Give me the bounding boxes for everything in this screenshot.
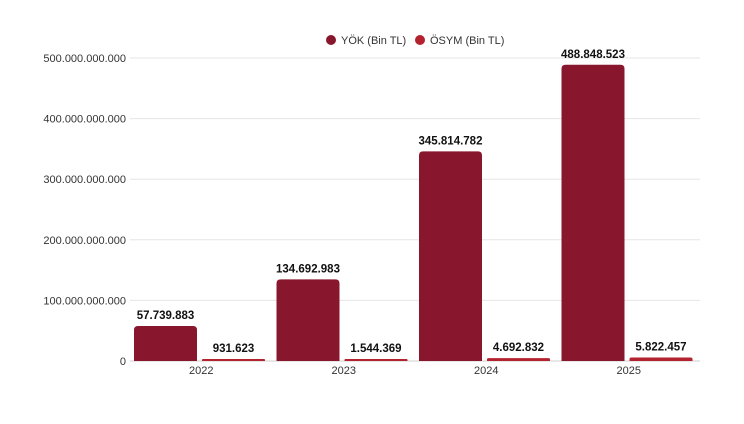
data-label-osym-2023: 1.544.369 [350,343,401,355]
y-tick-label: 300.000.000.000 [43,174,126,186]
data-labels: 57.739.883 931.623 134.692.983 1.544.369 345… [137,49,687,355]
legend-swatch-yok [326,35,336,45]
bar-yok-2024 [419,151,482,361]
data-label-yok-2024: 345.814.782 [419,135,483,147]
legend: YÖK (Bin TL) ÖSYM (Bin TL) [326,35,504,47]
legend-swatch-osym [415,35,425,45]
data-label-osym-2022: 931.623 [213,343,255,355]
x-tick-label: 2023 [332,365,356,377]
bar-osym-2023 [344,359,408,361]
x-axis-ticks: 2022 2023 2024 2025 [189,365,641,377]
data-label-osym-2025: 5.822.457 [635,341,686,353]
data-label-osym-2024: 4.692.832 [493,342,544,354]
y-axis-ticks: 0 100.000.000.000 200.000.000.000 300.000.0… [43,53,126,368]
y-tick-label: 400.000.000.000 [43,114,126,126]
legend-label-osym: ÖSYM (Bin TL) [430,35,504,47]
data-label-yok-2023: 134.692.983 [276,263,340,275]
y-tick-label: 500.000.000.000 [43,53,126,65]
y-tick-label: 100.000.000.000 [43,295,126,307]
bar-osym-2025 [629,357,693,361]
bar-osym-2022 [202,359,265,361]
bar-yok-2023 [276,279,340,361]
data-label-yok-2025: 488.848.523 [561,49,625,61]
data-label-yok-2022: 57.739.883 [137,310,195,322]
y-tick-label: 200.000.000.000 [43,235,126,247]
x-tick-label: 2022 [189,365,213,377]
x-tick-label: 2024 [474,365,498,377]
y-tick-label: 0 [120,356,126,368]
bar-yok-2025 [561,64,625,361]
bar-yok-2022 [134,326,197,361]
bar-osym-2024 [487,358,550,361]
x-tick-label: 2025 [617,365,641,377]
bars [134,64,693,361]
legend-label-yok: YÖK (Bin TL) [341,35,406,47]
